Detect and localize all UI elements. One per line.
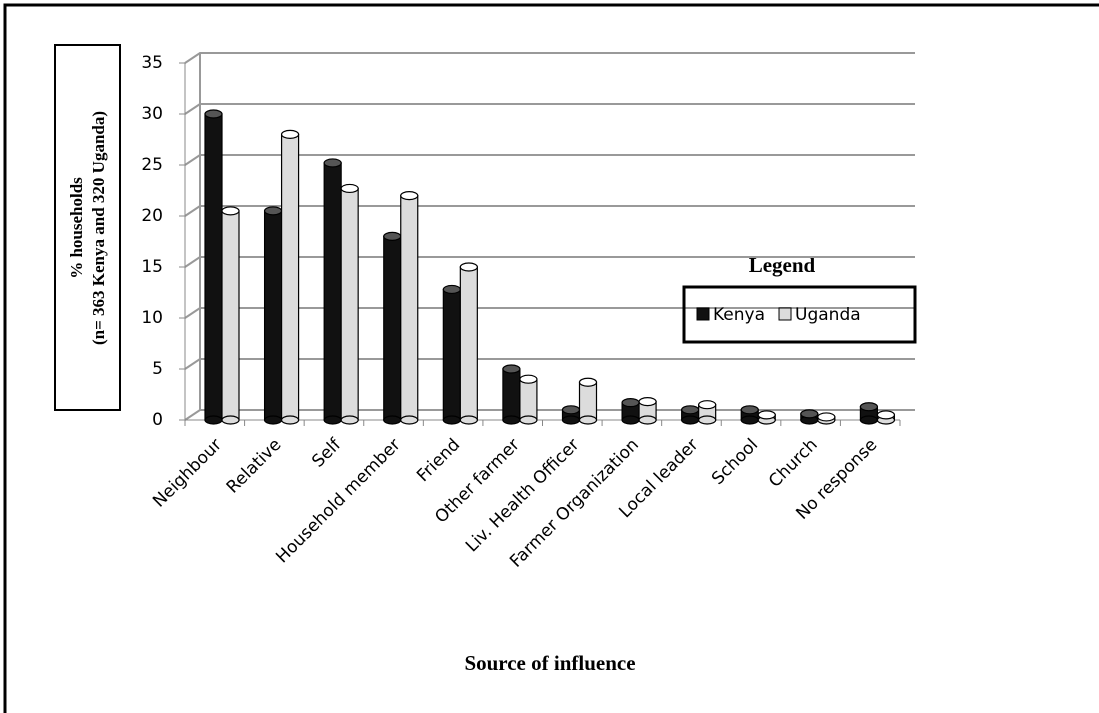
bar bbox=[442, 288, 461, 421]
bar-base bbox=[578, 415, 598, 425]
bar bbox=[578, 381, 598, 421]
bar-cap bbox=[459, 262, 478, 272]
bar-cap bbox=[681, 405, 700, 415]
bar-base bbox=[621, 415, 640, 425]
bar-cap bbox=[263, 206, 283, 216]
bar-cap bbox=[204, 109, 223, 119]
bar-base bbox=[400, 415, 419, 425]
frame bbox=[3, 3, 1099, 713]
x-tick-label: Neighbour bbox=[149, 435, 226, 512]
bar-base bbox=[638, 415, 657, 425]
bar bbox=[263, 210, 283, 421]
legend-label: Kenya bbox=[713, 305, 765, 325]
bar-base bbox=[263, 415, 283, 425]
bar-cap bbox=[817, 412, 836, 422]
bar-cap bbox=[561, 405, 581, 415]
bar-base bbox=[561, 415, 581, 425]
y-tick-label: 25 bbox=[141, 155, 163, 175]
bar-cap bbox=[800, 409, 819, 419]
bar bbox=[519, 378, 538, 421]
legend-box bbox=[682, 285, 917, 344]
bar bbox=[383, 235, 402, 421]
y-tick-label: 5 bbox=[152, 359, 163, 379]
bar-base bbox=[442, 415, 461, 425]
bar-cap bbox=[280, 129, 300, 139]
bar-cap bbox=[442, 284, 461, 295]
y-tick-label: 30 bbox=[141, 104, 163, 124]
bar-cap bbox=[698, 400, 717, 410]
bar-cap bbox=[400, 191, 419, 201]
bar-cap bbox=[578, 377, 598, 387]
grid-line bbox=[184, 52, 915, 64]
bar-base bbox=[280, 415, 300, 425]
bar-base bbox=[740, 415, 759, 425]
bar bbox=[323, 162, 342, 421]
bar-cap bbox=[859, 402, 879, 412]
y-tick-label: 20 bbox=[141, 206, 163, 226]
x-tick-label: Church bbox=[765, 435, 822, 492]
bar-cap bbox=[519, 374, 538, 384]
y-label-box bbox=[54, 44, 121, 411]
bar-base bbox=[859, 415, 879, 425]
x-tick-label: Liv. Health Officer bbox=[462, 435, 583, 556]
bar-base bbox=[681, 415, 700, 425]
x-axis-label: Source of influence bbox=[464, 651, 635, 675]
bar-cap bbox=[876, 410, 896, 420]
bar-cap bbox=[502, 364, 521, 374]
bar-base bbox=[519, 415, 538, 425]
bar bbox=[204, 113, 223, 421]
legend-swatch bbox=[696, 307, 710, 321]
bar-cap bbox=[621, 398, 640, 408]
bar-base bbox=[204, 415, 223, 425]
y-tick-label: 15 bbox=[141, 257, 163, 277]
bar bbox=[280, 133, 300, 421]
bar-cap bbox=[323, 158, 342, 168]
y-tick-label: 0 bbox=[152, 410, 163, 430]
bar-cap bbox=[757, 410, 776, 420]
bar bbox=[400, 195, 419, 421]
bar bbox=[502, 368, 521, 421]
bar-base bbox=[383, 415, 402, 425]
bar-base bbox=[698, 415, 717, 425]
legend-swatch bbox=[778, 307, 792, 321]
bar bbox=[221, 210, 240, 421]
y-axis-label: (n= 363 Kenya and 320 Uganda) bbox=[89, 111, 108, 345]
x-tick-label: School bbox=[708, 435, 762, 489]
bar-cap bbox=[638, 397, 657, 407]
x-tick-label: Friend bbox=[413, 435, 464, 486]
bar-base bbox=[340, 415, 359, 425]
bar-cap bbox=[340, 183, 359, 194]
bar-base bbox=[459, 415, 478, 425]
grid-line bbox=[184, 103, 915, 115]
bar bbox=[459, 266, 478, 421]
bar-cap bbox=[740, 405, 759, 415]
bar-cap bbox=[221, 206, 240, 216]
x-tick-label: Self bbox=[308, 434, 345, 471]
y-tick-label: 35 bbox=[141, 53, 163, 73]
bar-cap bbox=[383, 231, 402, 241]
y-axis-label: % households bbox=[67, 177, 86, 279]
x-tick-label: Relative bbox=[223, 435, 286, 498]
y-tick-label: 10 bbox=[141, 308, 163, 328]
bar-base bbox=[502, 415, 521, 425]
bar bbox=[340, 187, 359, 421]
bar-base bbox=[221, 415, 240, 425]
legend-label: Uganda bbox=[795, 305, 861, 325]
bar-base bbox=[323, 415, 342, 425]
